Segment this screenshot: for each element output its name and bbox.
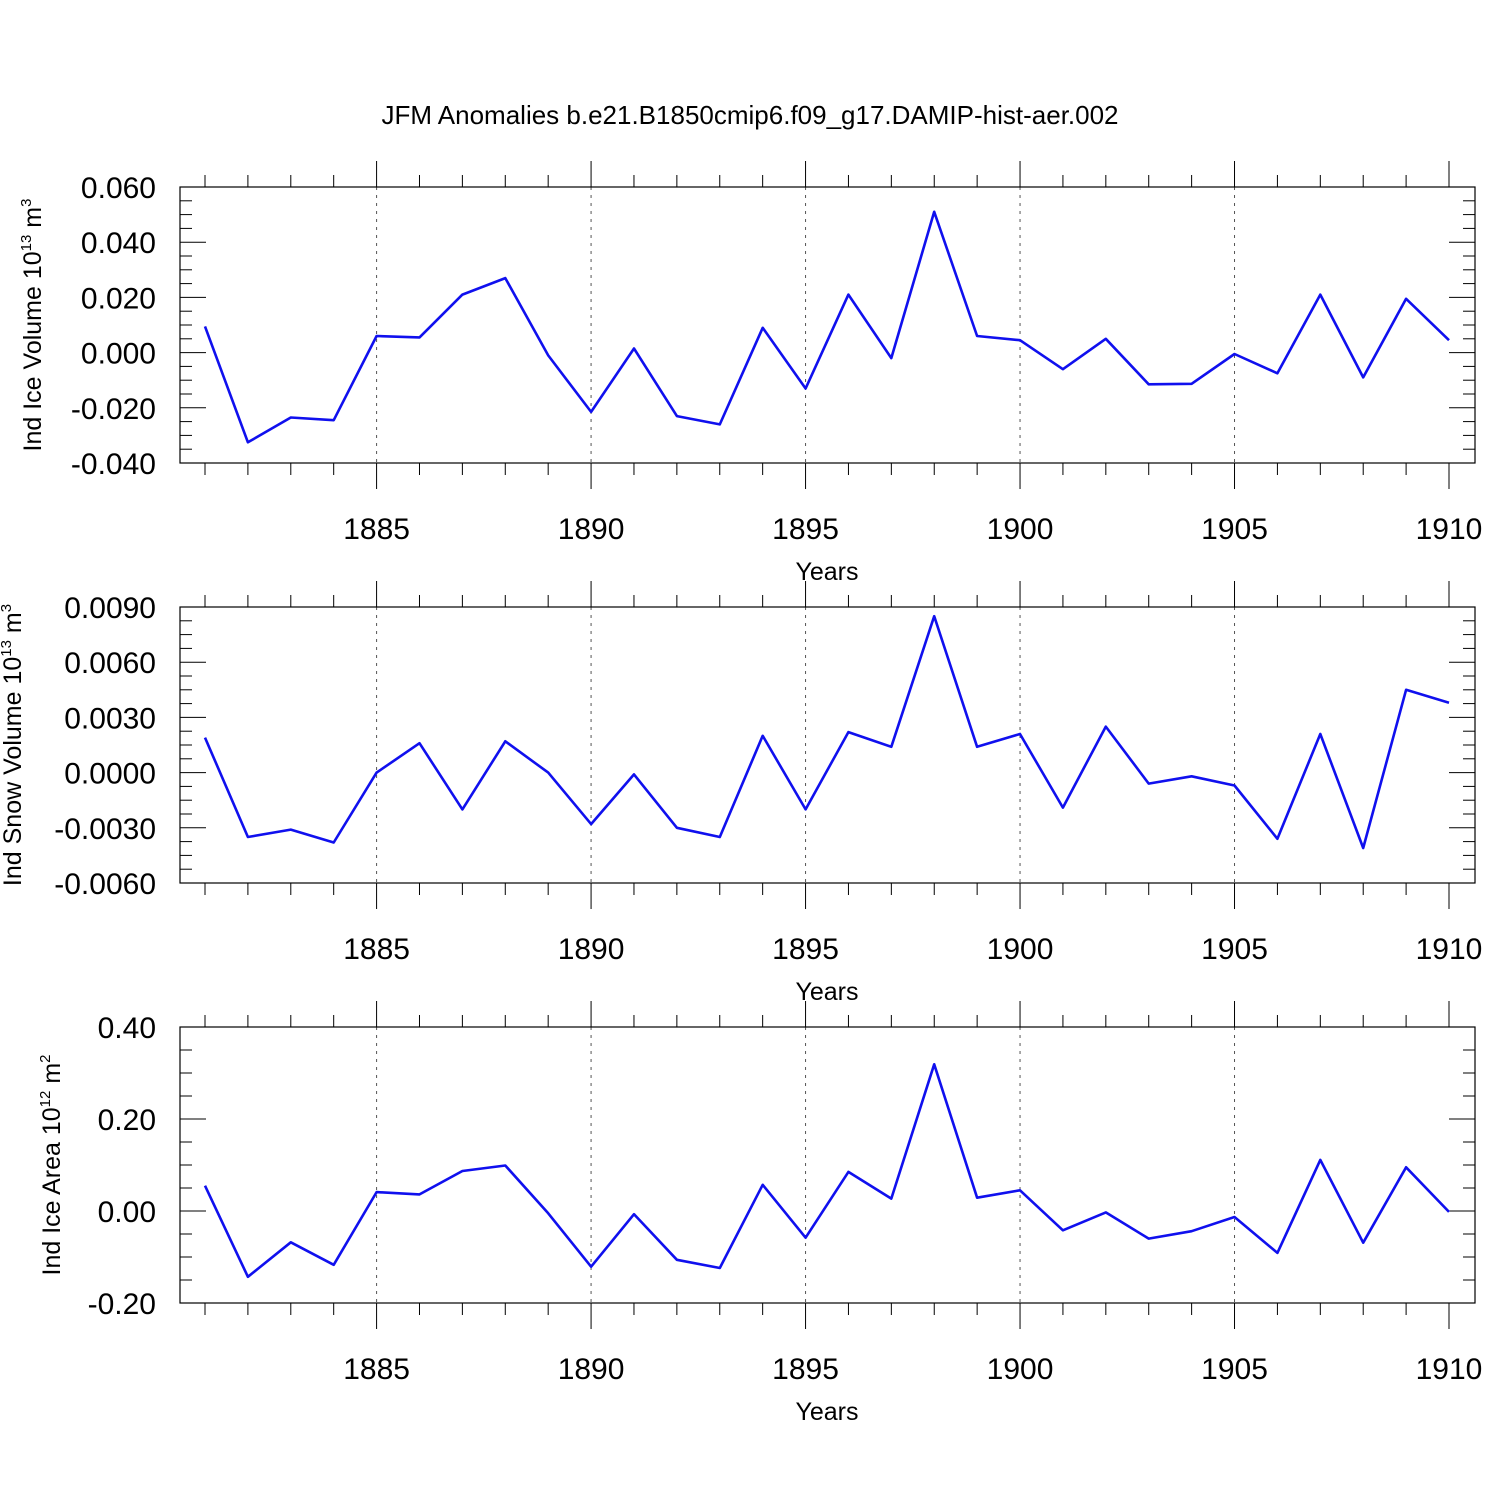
xtick-label-snow-volume-1900: 1900 xyxy=(987,933,1054,966)
figure-title: JFM Anomalies b.e21.B1850cmip6.f09_g17.D… xyxy=(381,100,1118,130)
xtick-label-ice-area-1910: 1910 xyxy=(1416,1353,1483,1386)
series-line-ice-volume xyxy=(203,210,1450,444)
xlabel-snow-volume: Years xyxy=(795,978,858,1006)
xlabel-ice-area: Years xyxy=(795,1398,858,1426)
xtick-label-ice-area-1900: 1900 xyxy=(987,1353,1054,1386)
xtick-label-ice-area-1885: 1885 xyxy=(343,1353,410,1386)
ytick-label-ice-area-1: 0.00 xyxy=(98,1196,156,1229)
xtick-label-snow-volume-1890: 1890 xyxy=(558,933,625,966)
ytick-label-ice-area-2: 0.20 xyxy=(98,1104,156,1137)
xlabel-ice-volume: Years xyxy=(795,558,858,586)
xtick-label-ice-area-1895: 1895 xyxy=(772,1353,839,1386)
ytick-label-snow-volume-3: 0.0030 xyxy=(64,702,156,735)
ytick-label-ice-volume-1: -0.020 xyxy=(71,393,156,426)
ytick-label-ice-volume-5: 0.060 xyxy=(81,172,156,205)
xtick-label-ice-volume-1905: 1905 xyxy=(1201,513,1268,546)
ytick-label-snow-volume-4: 0.0060 xyxy=(64,647,156,680)
ytick-label-snow-volume-2: 0.0000 xyxy=(64,758,156,791)
xtick-label-ice-area-1890: 1890 xyxy=(558,1353,625,1386)
ylabel-ice-area: Ind Ice Area 1012 m2 xyxy=(37,1055,66,1276)
xtick-label-ice-volume-1890: 1890 xyxy=(558,513,625,546)
panel-ice-area: Ind Ice Area 1012 m2 1885 1890 1895 1900 190… xyxy=(37,1001,1482,1426)
ylabel-ice-volume: Ind Ice Volume 1013 m3 xyxy=(18,199,47,452)
panel-ice-volume: Ind Ice Volume 1013 m3 1885 1890 1895 1900 1… xyxy=(18,161,1482,586)
ytick-label-ice-volume-4: 0.040 xyxy=(81,227,156,260)
plot-frame-snow-volume xyxy=(179,606,1476,884)
xtick-label-snow-volume-1910: 1910 xyxy=(1416,933,1483,966)
ytick-label-snow-volume-1: -0.0030 xyxy=(54,813,156,846)
ytick-label-ice-area-3: 0.40 xyxy=(98,1012,156,1045)
xtick-label-ice-volume-1895: 1895 xyxy=(772,513,839,546)
xtick-label-snow-volume-1895: 1895 xyxy=(772,933,839,966)
ytick-label-ice-volume-0: -0.040 xyxy=(71,448,156,481)
xtick-label-ice-volume-1885: 1885 xyxy=(343,513,410,546)
ytick-label-ice-volume-2: 0.000 xyxy=(81,338,156,371)
plot-frame-ice-volume xyxy=(179,186,1476,464)
xtick-label-ice-area-1905: 1905 xyxy=(1201,1353,1268,1386)
xtick-label-snow-volume-1905: 1905 xyxy=(1201,933,1268,966)
series-line-ice-area xyxy=(203,1063,1450,1279)
ytick-label-ice-volume-3: 0.020 xyxy=(81,282,156,315)
plot-frame-ice-area xyxy=(179,1026,1476,1304)
series-line-snow-volume xyxy=(203,614,1450,850)
xtick-label-ice-volume-1910: 1910 xyxy=(1416,513,1483,546)
ytick-label-ice-area-0: -0.20 xyxy=(88,1288,156,1321)
xtick-label-ice-volume-1900: 1900 xyxy=(987,513,1054,546)
xtick-label-snow-volume-1885: 1885 xyxy=(343,933,410,966)
ytick-label-snow-volume-0: -0.0060 xyxy=(54,868,156,901)
ylabel-snow-volume: Ind Snow Volume 1013 m3 xyxy=(0,604,27,886)
ytick-label-snow-volume-5: 0.0090 xyxy=(64,592,156,625)
panel-snow-volume: Ind Snow Volume 1013 m3 1885 1890 1895 1900… xyxy=(0,581,1482,1006)
